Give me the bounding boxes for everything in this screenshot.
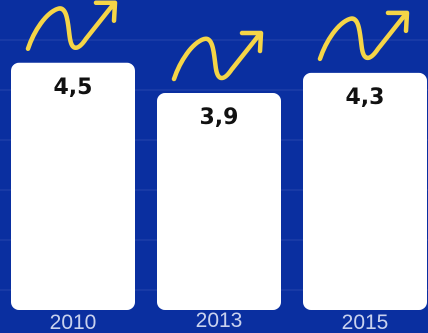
value-label-2015: 4,3: [346, 85, 385, 110]
value-label-2010: 4,5: [54, 75, 93, 100]
arrows: [25, 0, 410, 82]
x-tick-2013: 2013: [196, 309, 243, 332]
x-axis-tick-labels: 2010 2013 2015: [50, 309, 389, 333]
bar-2010: [11, 62, 135, 310]
bars: [11, 62, 427, 310]
up-arrow-icon: [25, 0, 118, 51]
up-arrow-icon: [171, 30, 264, 82]
value-label-2013: 3,9: [200, 105, 239, 130]
x-tick-2015: 2015: [342, 311, 389, 333]
up-arrow-icon: [317, 10, 410, 62]
value-labels: 4,5 3,9 4,3: [54, 75, 385, 130]
bar-2013: [157, 93, 281, 310]
bar-2015: [303, 72, 427, 310]
x-tick-2010: 2010: [50, 311, 97, 333]
